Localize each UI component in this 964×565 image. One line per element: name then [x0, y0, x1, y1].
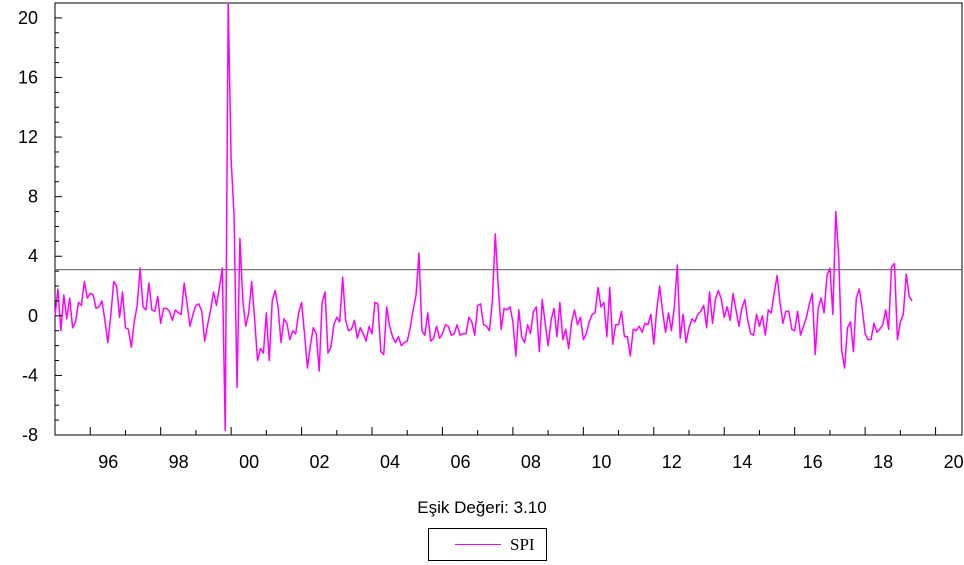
x-tick-label: 02 — [310, 452, 330, 472]
x-tick-label: 12 — [662, 452, 682, 472]
x-tick-label: 18 — [873, 452, 893, 472]
x-tick-label: 14 — [732, 452, 752, 472]
series-layer — [54, 2, 913, 432]
legend-swatch-spi — [455, 544, 501, 545]
y-axis: -8 -4 0 4 8 12 16 20 — [18, 2, 62, 445]
x-axis: 96 98 00 02 04 06 08 10 12 14 16 18 20 — [54, 427, 964, 472]
y-tick-label: 8 — [28, 187, 38, 207]
x-tick-label: 98 — [169, 452, 189, 472]
x-tick-label: 10 — [591, 452, 611, 472]
x-tick-label: 00 — [239, 452, 259, 472]
y-tick-label: -8 — [22, 425, 38, 445]
legend: SPI — [428, 528, 547, 561]
y-tick-label: 16 — [18, 67, 38, 87]
x-tick-label: 96 — [98, 452, 118, 472]
y-tick-label: 20 — [18, 8, 38, 28]
y-tick-label: 12 — [18, 127, 38, 147]
x-tick-label: 20 — [944, 452, 964, 472]
x-tick-label: 08 — [521, 452, 541, 472]
x-tick-label: 16 — [803, 452, 823, 472]
x-tick-label: 04 — [380, 452, 400, 472]
series-line-spi — [54, 2, 913, 432]
threshold-caption: Eşik Değeri: 3.10 — [417, 498, 547, 517]
y-tick-label: 0 — [28, 306, 38, 326]
legend-label-spi: SPI — [510, 535, 535, 554]
y-tick-label: 4 — [28, 246, 38, 266]
x-tick-label: 06 — [450, 452, 470, 472]
plot-frame — [54, 2, 963, 436]
y-tick-label: -4 — [22, 365, 38, 385]
